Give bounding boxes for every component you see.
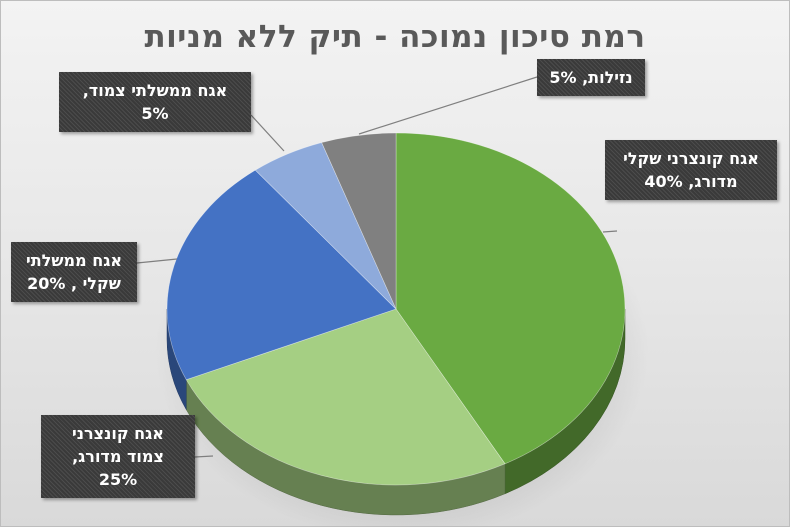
data-label-line: 25% bbox=[98, 470, 138, 489]
data-label-line: נזילות, 5% bbox=[549, 68, 633, 87]
data-label-line: אגח ממשלתי bbox=[26, 251, 122, 270]
leader-line bbox=[358, 76, 538, 135]
leader-line bbox=[602, 230, 618, 233]
data-label-line: אגח ממשלתי צמוד, bbox=[82, 81, 228, 100]
data-label-line: אגח קונצרני bbox=[72, 424, 164, 443]
data-label-line: מדורג, 40% bbox=[644, 172, 738, 191]
leader-line bbox=[194, 455, 214, 458]
pie-slice-אגח-ממשלתי-שקלי[interactable] bbox=[166, 169, 397, 381]
pie-slice-אגח-קונצרני-שקלי-מדורג[interactable] bbox=[395, 132, 626, 465]
data-label-אגח-קונצרני-שקלי-מדורג: אגח קונצרני שקלי מדורג, 40% bbox=[605, 140, 777, 200]
data-label-נזילות: נזילות, 5% bbox=[537, 59, 645, 96]
data-label-אגח-ממשלתי-שקלי: אגח ממשלתי שקלי , 20% bbox=[11, 242, 137, 302]
leader-line bbox=[250, 114, 285, 152]
data-label-line: 5% bbox=[141, 104, 169, 123]
leader-line bbox=[136, 258, 178, 264]
data-label-line: צמוד מדורג, bbox=[72, 447, 164, 466]
data-label-אגח-ממשלתי-צמוד: אגח ממשלתי צמוד, 5% bbox=[59, 72, 251, 132]
pie-slice-נזילות[interactable] bbox=[321, 132, 397, 310]
chart-title: רמת סיכון נמוכה - תיק ללא מניות bbox=[144, 19, 646, 55]
data-label-line: שקלי , 20% bbox=[27, 274, 121, 293]
data-label-אגח-קונצרני-צמוד-מדורג: אגח קונצרני צמוד מדורג, 25% bbox=[41, 415, 195, 498]
data-label-line: אגח קונצרני שקלי bbox=[623, 149, 759, 168]
